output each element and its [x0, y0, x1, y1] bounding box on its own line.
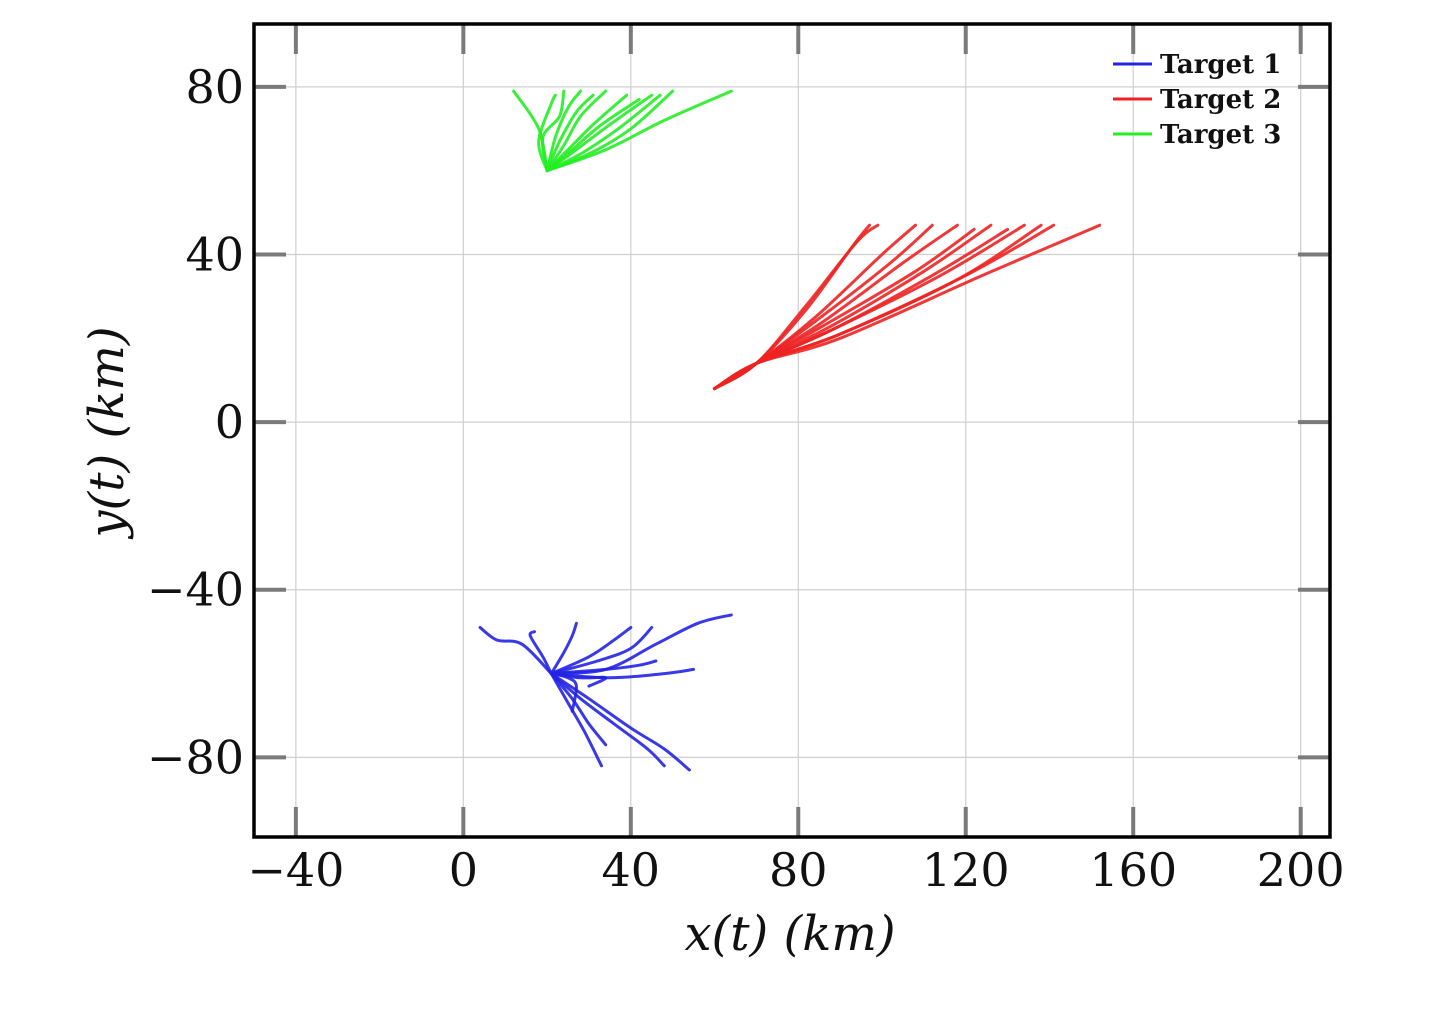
trajectory-line: [713, 223, 1102, 391]
trajectory-line: [540, 89, 566, 173]
trajectory-line: [713, 223, 1026, 391]
trajectory-line: [549, 672, 691, 772]
x-tick-label: 200: [1257, 843, 1345, 897]
series-target-1: [478, 613, 733, 772]
y-tick-label: −80: [147, 730, 244, 784]
legend-label-target-3: Target 3: [1160, 120, 1281, 150]
trajectory-line: [549, 626, 654, 676]
y-tick-label: 80: [185, 60, 244, 114]
trajectory-line: [549, 626, 633, 676]
x-tick-label: 160: [1089, 843, 1177, 897]
trajectory-line: [545, 89, 583, 173]
legend-label-target-2: Target 2: [1160, 85, 1281, 115]
series-target-3: [512, 89, 733, 173]
trajectory-line: [549, 621, 578, 676]
grid: [254, 24, 1330, 837]
trajectory-line: [549, 672, 603, 768]
axis-ticks: [254, 24, 1330, 837]
x-tick-label: 40: [602, 843, 661, 897]
trajectory-line: [545, 89, 608, 173]
trajectory-line: [478, 626, 553, 676]
legend-label-target-1: Target 1: [1160, 50, 1281, 80]
x-tick-label: −40: [247, 843, 344, 897]
x-tick-label: 0: [449, 843, 478, 897]
trajectory-line: [537, 93, 557, 173]
trajectory-line: [528, 630, 553, 676]
trajectory-line: [545, 93, 654, 173]
trajectory-line: [549, 672, 608, 747]
legend: Target 1 Target 2 Target 3: [1113, 50, 1281, 150]
x-tick-label: 80: [769, 843, 828, 897]
y-tick-label: −40: [147, 563, 244, 617]
y-tick-label: 40: [185, 227, 244, 281]
y-tick-label: 0: [215, 395, 244, 449]
y-axis-label: y(t) (km): [79, 326, 135, 539]
series-target-2: [713, 223, 1102, 391]
trajectory-line: [549, 672, 666, 768]
series-layer: [478, 89, 1102, 772]
x-axis-label: x(t) (km): [684, 906, 895, 962]
axis-tick-labels: −40 0 40 80 120 160 200 −80 −40 0 40 80: [147, 60, 1345, 897]
trajectory-line: [545, 93, 595, 173]
trajectory-line: [545, 89, 733, 173]
trajectory-line: [549, 613, 733, 676]
plot-frame: [252, 22, 1332, 839]
x-tick-label: 120: [922, 843, 1010, 897]
trajectory-line: [713, 223, 917, 391]
trajectory-line: [549, 672, 608, 688]
